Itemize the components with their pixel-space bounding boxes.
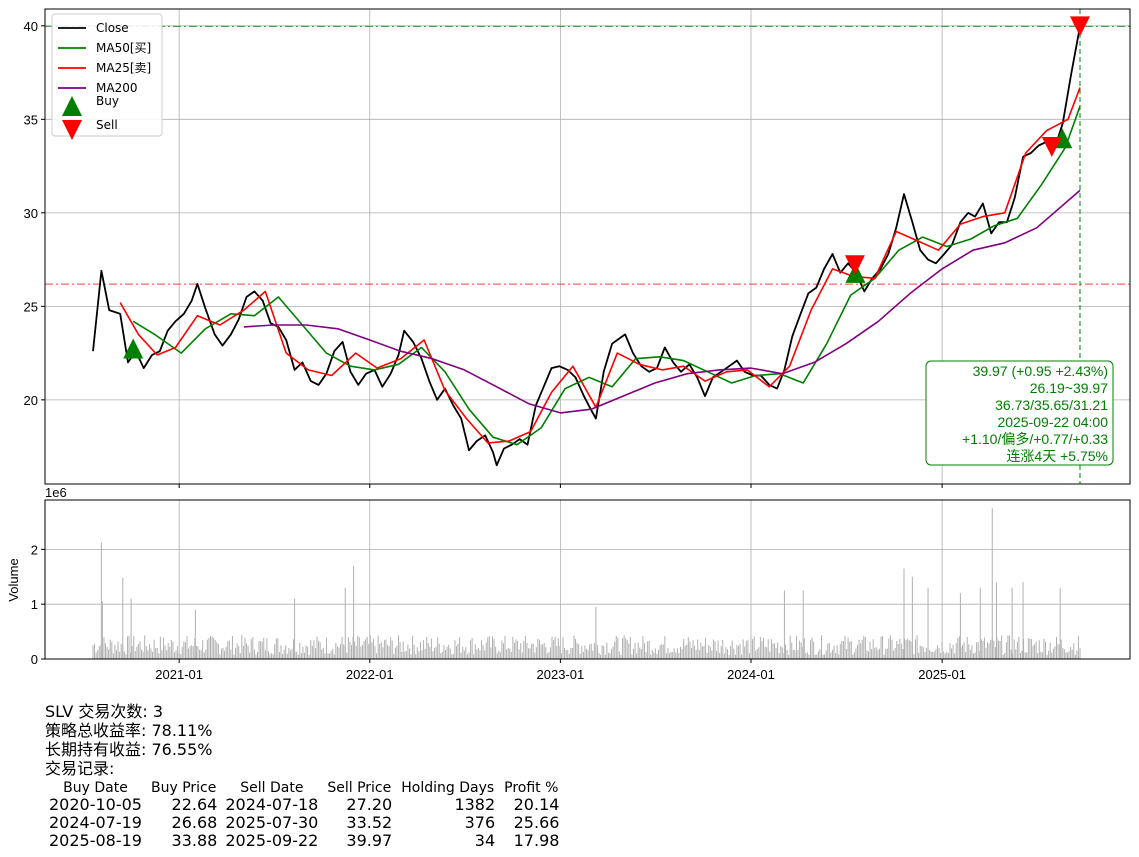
x-tick-label: 2025-01 [918,667,966,682]
cell-sell-price: 27.20 [346,795,393,814]
info-box-frame [925,360,1114,466]
cell-sell-date: 2024-07-18 [225,795,319,814]
x-tick-label: 2021-01 [155,667,203,682]
legend-frame [51,13,163,137]
series-line-close [92,26,1081,467]
cell-holding-days: 376 [464,813,496,832]
legend-label: Buy [96,94,119,108]
reference-lines [45,9,1130,484]
price-ytick-label: 25 [24,299,38,314]
volume-y-ticks: 0 1 2 [31,542,45,667]
header-holding-days: Holding Days [401,780,495,796]
legend-label: MA50[买] [96,41,151,55]
x-tick-label: 2022-01 [346,667,394,682]
cell-sell-date: 2025-07-30 [225,813,319,832]
cell-sell-price: 39.97 [346,831,393,850]
x-tick-label: 2024-01 [727,667,775,682]
info-line: 连涨4天 +5.75% [1006,448,1108,464]
volume-grid [45,500,1130,660]
legend-label: Close [96,21,129,35]
cell-profit: 17.98 [513,831,560,850]
header-sell-price: Sell Price [327,780,392,796]
trade-count-text: SLV 交易次数: 3 [45,702,164,721]
legend-label: Sell [96,118,118,132]
chart-figure: 20 25 30 35 40 0 1 2 2021-01 2022-01 2023-01 2024… [6,8,1131,682]
info-line: 2025-09-22 04:00 [997,414,1108,430]
volume-scale-label: 1e6 [45,485,67,500]
cell-buy-price: 22.64 [171,795,218,814]
sell-marker [844,255,865,276]
header-sell-date: Sell Date [240,780,304,796]
buy-marker [123,338,144,359]
table-row: 2020-10-05 22.64 2024-07-18 27.20 1382 2… [45,796,563,814]
volume-ytick-label: 1 [31,597,38,612]
table-row: 2025-08-19 33.88 2025-09-22 39.97 34 17.… [45,832,563,850]
series-lines [92,26,1081,467]
sell-marker [1041,137,1062,158]
strategy-return-text: 策略总收益率: 78.11% [45,721,213,740]
cell-buy-price: 33.88 [171,831,218,850]
price-ytick-label: 35 [24,112,38,127]
info-line: 36.73/35.65/31.21 [995,397,1108,413]
legend-marker [62,96,82,116]
signal-markers [123,16,1090,359]
cell-profit: 25.66 [513,813,560,832]
x-tick-label: 2023-01 [537,667,585,682]
volume-axes-frame [44,499,1131,660]
trade-table-header: Buy Date Buy Price Sell Date Sell Price … [45,780,563,796]
cell-buy-price: 26.68 [171,813,218,832]
price-axes-frame [44,8,1131,485]
series-line-ma200 [243,189,1081,414]
table-row: 2024-07-19 26.68 2025-07-30 33.52 376 25… [45,814,563,832]
price-ytick-label: 20 [24,393,38,408]
trade-records-title: 交易记录: [45,759,115,778]
cell-buy-date: 2024-07-19 [49,813,142,832]
volume-bars [92,508,1081,659]
header-profit: Profit % [504,780,559,796]
info-line: 39.97 (+0.95 +2.43%) [973,363,1108,379]
x-ticks: 2021-01 2022-01 2023-01 2024-01 2025-01 [155,484,966,682]
cell-holding-days: 1382 [454,795,496,814]
cell-sell-date: 2025-09-22 [225,831,319,850]
cell-buy-date: 2020-10-05 [49,795,142,814]
series-line-ma25 [119,87,1081,444]
cell-profit: 20.14 [513,795,560,814]
hold-return-text: 长期持有收益: 76.55% [45,740,213,759]
trade-records-table: Buy Date Buy Price Sell Date Sell Price … [45,780,563,850]
header-buy-date: Buy Date [63,780,128,796]
volume-axis-label: Volume [6,558,21,601]
legend-label: MA200 [96,81,137,95]
cell-holding-days: 34 [474,831,496,850]
legend-marker [62,120,82,140]
info-line: 26.19~39.97 [1030,380,1108,396]
info-box: 39.97 (+0.95 +2.43%)26.19~39.9736.73/35.… [925,360,1114,466]
info-line: +1.10/偏多/+0.77/+0.33 [962,431,1108,447]
cell-buy-date: 2025-08-19 [49,831,142,850]
price-ytick-label: 30 [24,206,38,221]
series-line-ma50 [132,105,1081,446]
volume-ytick-label: 0 [31,652,38,667]
price-ytick-label: 40 [24,19,38,34]
volume-ytick-label: 2 [31,542,38,557]
price-y-ticks: 20 25 30 35 40 [24,19,45,408]
sell-marker [1070,16,1090,37]
legend-label: MA25[卖] [96,61,151,75]
stats-block: SLV 交易次数: 3 策略总收益率: 78.11% 长期持有收益: 76.55… [45,702,213,778]
header-buy-price: Buy Price [150,780,217,796]
cell-sell-price: 33.52 [346,813,393,832]
